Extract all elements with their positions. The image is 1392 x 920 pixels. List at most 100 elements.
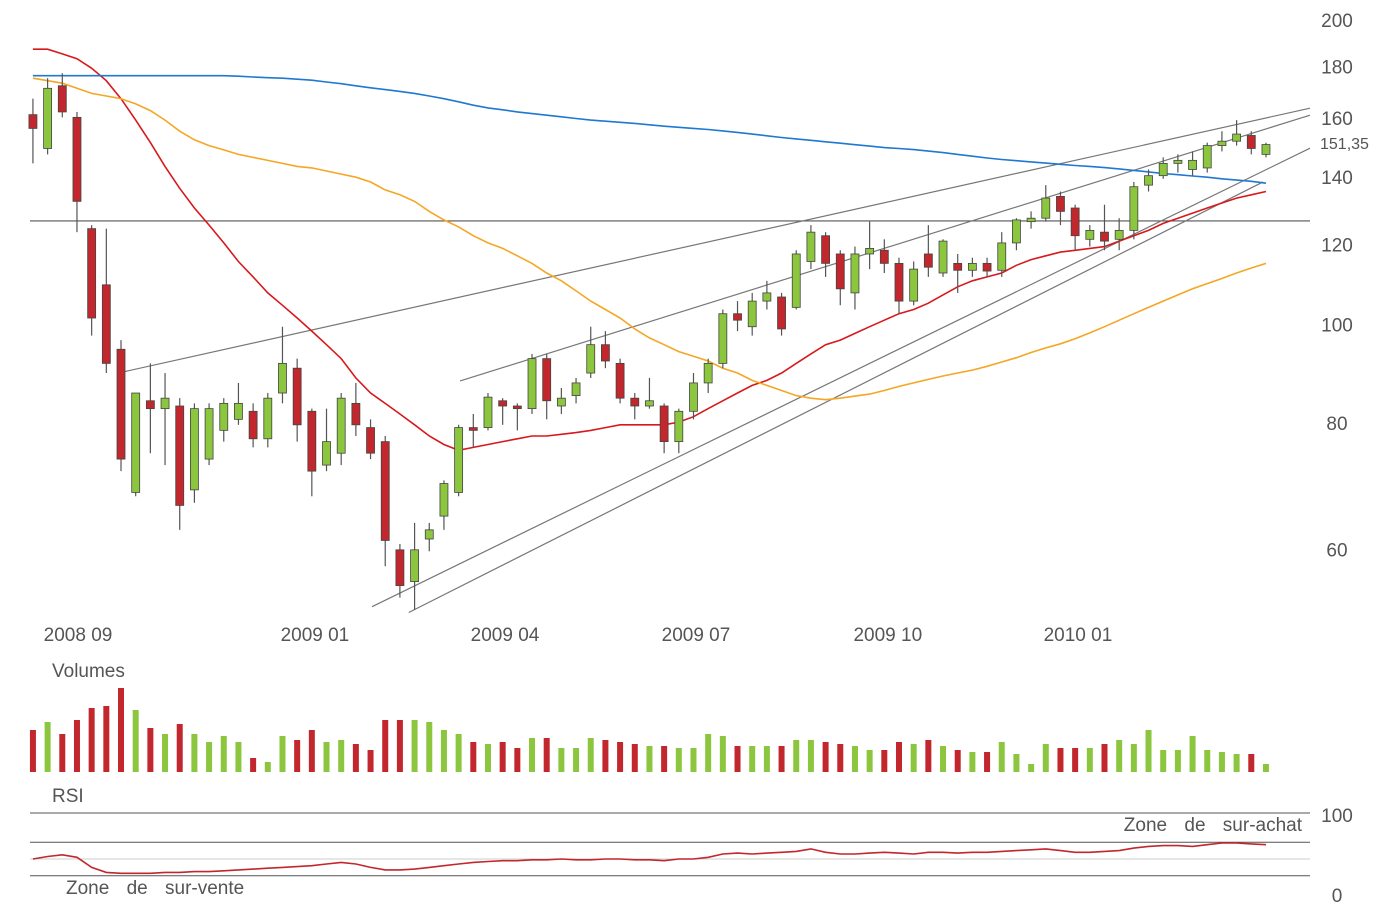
moving-average: [32, 48, 1267, 452]
y-tick-label: 200: [1321, 11, 1353, 32]
candle-body: [938, 240, 948, 274]
candle-body: [850, 253, 860, 294]
volume-bar: [323, 742, 330, 772]
candle-body: [791, 253, 801, 308]
candle-body: [967, 262, 977, 271]
last-price-label: 151,35: [1320, 136, 1369, 153]
y-tick-label: 60: [1326, 540, 1347, 561]
rsi-annotation: Zone de sur-achat: [1124, 815, 1303, 836]
candle-body: [835, 253, 845, 290]
candle-body: [439, 483, 449, 517]
volume-bar: [396, 720, 403, 772]
candle-body: [307, 410, 317, 472]
volume-bar: [499, 742, 506, 772]
volume-bar: [851, 746, 858, 772]
volume-bar: [837, 744, 844, 772]
volume-bar: [338, 740, 345, 772]
candle-body: [1056, 196, 1065, 212]
volume-bar: [1086, 748, 1093, 772]
volume-bar: [954, 750, 961, 772]
candle-body: [57, 85, 67, 113]
volume-bar: [866, 750, 873, 772]
candle-body: [571, 382, 581, 396]
volume-bar: [778, 746, 785, 772]
volume-bar: [793, 740, 800, 772]
candle-body: [131, 392, 141, 493]
volume-bar: [73, 720, 80, 772]
volume-bar: [1145, 730, 1152, 772]
volume-bar: [514, 748, 521, 772]
volume-bar: [44, 722, 51, 772]
candle-body: [292, 367, 302, 426]
volume-bar: [895, 742, 902, 772]
candle-body: [556, 397, 566, 407]
candle-body: [1012, 219, 1021, 244]
volume-bar: [1130, 744, 1137, 772]
candle-body: [424, 529, 434, 540]
volume-bar: [162, 734, 169, 772]
volume-bar: [1101, 744, 1108, 772]
candle-body: [1026, 217, 1036, 223]
volume-bar: [132, 710, 139, 772]
candle-body: [410, 549, 419, 583]
volume-bar: [382, 720, 389, 772]
candle-body: [498, 400, 508, 407]
y-tick-label: 160: [1321, 109, 1353, 130]
volume-bar: [1262, 764, 1269, 772]
candle-body: [1261, 144, 1271, 155]
volume-bar: [1174, 750, 1181, 772]
candle-body: [1158, 162, 1168, 177]
candle-body: [483, 396, 493, 428]
volume-bar: [1218, 752, 1225, 772]
candle-body: [630, 397, 640, 407]
volume-bar: [940, 746, 947, 772]
volume-bar: [103, 706, 110, 772]
y-tick-label: 180: [1321, 57, 1353, 78]
volume-bar: [294, 740, 301, 772]
candle-body: [982, 262, 992, 272]
volume-bar: [910, 744, 917, 772]
candle-body: [1188, 159, 1197, 170]
volume-bar: [88, 708, 95, 772]
moving-average: [32, 74, 1267, 184]
volume-bar: [1116, 740, 1123, 772]
volume-bar: [969, 752, 976, 772]
candle-body: [542, 358, 552, 402]
candle-body: [703, 362, 713, 384]
volume-bar: [455, 734, 462, 772]
volume-bar: [734, 746, 741, 772]
candle-body: [953, 262, 963, 271]
volume-bar: [147, 728, 154, 772]
candle-body: [1144, 175, 1153, 186]
volume-bar: [264, 762, 271, 772]
volume-bar: [29, 730, 36, 772]
volume-bar: [617, 742, 624, 772]
volume-bar: [763, 746, 770, 772]
candle-body: [1202, 145, 1212, 169]
candle-body: [263, 397, 273, 440]
y-tick-label: 100: [1321, 806, 1353, 827]
volume-bar: [59, 734, 66, 772]
volume-bar: [822, 742, 829, 772]
candle-body: [718, 313, 728, 364]
volume-bar: [631, 744, 638, 772]
candle-body: [43, 87, 53, 149]
volume-bar: [1160, 750, 1167, 772]
candle-body: [248, 410, 258, 440]
volume-bar: [998, 742, 1005, 772]
candle-body: [366, 427, 375, 454]
volume-bar: [573, 748, 580, 772]
candle-body: [1173, 159, 1183, 164]
candle-body: [909, 268, 919, 302]
candle-body: [747, 300, 757, 328]
y-tick-label: 120: [1321, 236, 1353, 257]
volume-bar: [807, 740, 814, 772]
volume-bar: [470, 742, 477, 772]
volume-bar: [558, 748, 565, 772]
volume-bar: [176, 724, 183, 772]
volume-bar: [1248, 754, 1255, 772]
x-tick-label: 2008 09: [44, 625, 113, 646]
trendline: [371, 147, 1311, 608]
candle-body: [1246, 135, 1256, 149]
